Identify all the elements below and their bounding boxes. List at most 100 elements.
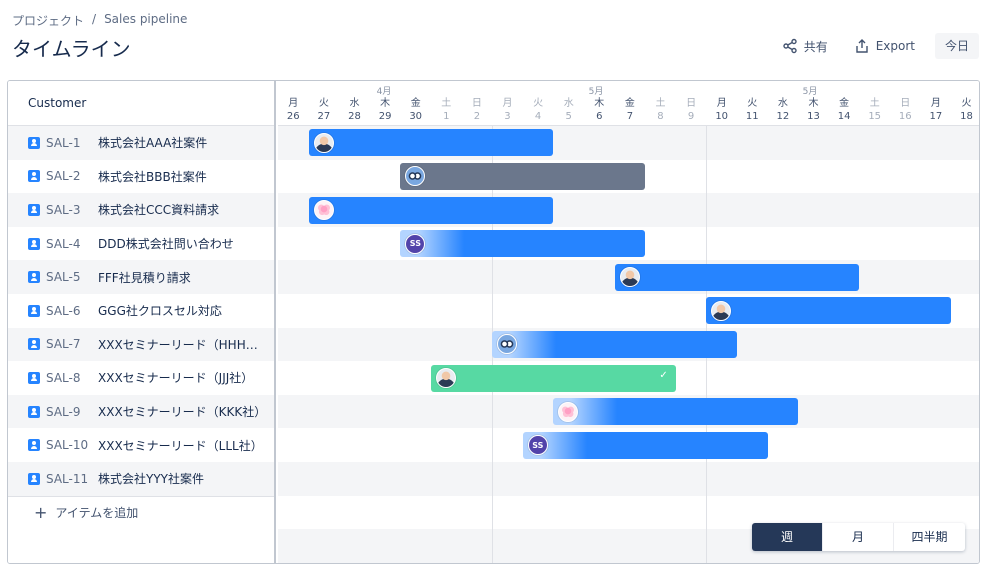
month-label: 5月 — [588, 87, 604, 97]
day-cell: 日 16 — [890, 97, 921, 123]
assignee-avatar[interactable] — [558, 401, 579, 422]
timeline-bar[interactable] — [553, 398, 799, 426]
day-cell: 土 15 — [859, 97, 890, 123]
timeline-bar[interactable]: SS — [400, 230, 646, 258]
issue-row[interactable]: SAL-6 GGG社クロスセル対応 — [8, 294, 274, 328]
assignee-avatar[interactable] — [313, 132, 334, 153]
weekday-label: 木 — [380, 98, 391, 109]
breadcrumb-current[interactable]: Sales pipeline — [104, 12, 188, 26]
day-number: 14 — [837, 111, 851, 122]
issue-row[interactable]: SAL-3 株式会社CCC資料請求 — [8, 193, 274, 227]
issue-key[interactable]: SAL-5 — [46, 270, 81, 285]
check-icon: ✓ — [659, 369, 668, 381]
issue-summary[interactable]: 株式会社YYY社案件 — [98, 472, 204, 487]
issue-summary[interactable]: XXXセミナーリード（LLL社） — [98, 438, 263, 453]
timeline: Customer SAL-1 株式会社AAA社案件 SAL-2 株式会社BBB社案件 S… — [7, 80, 980, 564]
issue-summary[interactable]: XXXセミナーリード（JJJ社） — [98, 371, 254, 386]
assignee-avatar[interactable] — [436, 368, 456, 388]
issue-summary[interactable]: 株式会社AAA社案件 — [98, 136, 208, 151]
breadcrumb-project[interactable]: プロジェクト — [12, 14, 85, 28]
day-number: 5 — [565, 111, 572, 122]
export-label: Export — [875, 39, 915, 53]
issue-summary[interactable]: 株式会社BBB社案件 — [98, 169, 207, 184]
timeline-bar[interactable] — [492, 330, 737, 358]
issue-row[interactable]: SAL-9 XXXセミナーリード（KKK社） — [8, 394, 274, 429]
assignee-avatar[interactable] — [619, 267, 640, 288]
assignee-avatar[interactable] — [405, 166, 426, 187]
weekday-label: 金 — [839, 98, 850, 109]
view-option[interactable]: 月 — [823, 523, 894, 551]
customer-icon — [28, 304, 40, 317]
timeline-bar[interactable]: SS — [522, 431, 768, 459]
weekday-label: 月 — [716, 98, 727, 109]
day-number: 9 — [687, 111, 695, 122]
weekday-label: 日 — [900, 98, 911, 109]
share-button[interactable]: 共有 — [776, 33, 834, 59]
issue-key[interactable]: SAL-7 — [46, 337, 81, 352]
weekday-label: 日 — [471, 98, 482, 109]
issue-summary[interactable]: XXXセミナーリード（KKK社） — [98, 405, 267, 420]
issue-key[interactable]: SAL-3 — [46, 202, 81, 217]
issue-summary[interactable]: FFF社見積り請求 — [98, 270, 191, 285]
issue-key[interactable]: SAL-8 — [46, 370, 81, 385]
timeline-bar[interactable] — [308, 196, 554, 224]
timeline-bar[interactable] — [400, 162, 646, 190]
customer-icon — [28, 472, 40, 485]
day-number: 7 — [626, 111, 634, 122]
issue-key[interactable]: SAL-4 — [46, 236, 81, 251]
assignee-avatar[interactable] — [313, 200, 334, 220]
issue-summary[interactable]: 株式会社CCC資料請求 — [98, 203, 220, 218]
issue-row[interactable]: SAL-2 株式会社BBB社案件 — [8, 160, 274, 194]
view-option[interactable]: 週 — [752, 523, 823, 551]
day-number: 11 — [745, 111, 759, 122]
day-number: 1 — [443, 111, 450, 122]
issue-row[interactable]: SAL-1 株式会社AAA社案件 — [8, 126, 274, 160]
day-cell: 金 30 — [400, 97, 431, 123]
issue-key[interactable]: SAL-10 — [46, 438, 89, 453]
grid-row — [278, 461, 979, 496]
weekday-label: 金 — [624, 98, 635, 109]
today-button[interactable]: 今日 — [934, 33, 979, 59]
day-number: 29 — [378, 111, 392, 122]
date-header: 4月 5月 5月月 26 火 27 水 28 木 29 金 30 土 1 日 2 月 3 火 4 水 5 木 6 金 7 土 8 日 9 月… — [278, 81, 979, 126]
timeline-bar[interactable]: ✓ — [431, 364, 676, 392]
day-number: 10 — [715, 111, 729, 122]
issue-rows: SAL-1 株式会社AAA社案件 SAL-2 株式会社BBB社案件 SAL-3 株式会社C… — [8, 126, 274, 496]
view-option[interactable]: 四半期 — [911, 530, 948, 544]
issue-key[interactable]: SAL-6 — [46, 303, 81, 318]
issue-summary[interactable]: DDD株式会社問い合わせ — [98, 237, 234, 252]
issue-summary[interactable]: XXXセミナーリード（HHH社 ... — [98, 337, 268, 352]
issue-row[interactable]: SAL-7 XXXセミナーリード（HHH社 ... — [8, 327, 274, 362]
timeline-bar[interactable] — [614, 263, 860, 291]
assignee-avatar[interactable]: SS — [405, 233, 426, 254]
weekday-label: 火 — [533, 98, 544, 109]
issue-row[interactable]: SAL-4 DDD株式会社問い合わせ — [8, 227, 274, 261]
export-button[interactable]: Export — [848, 33, 921, 59]
assignee-avatar[interactable] — [497, 334, 518, 355]
assignee-avatar[interactable] — [711, 300, 732, 321]
day-number: 3 — [504, 111, 511, 122]
assignee-avatar[interactable]: SS — [527, 435, 548, 456]
timeline-bar[interactable] — [308, 129, 554, 157]
issue-key[interactable]: SAL-1 — [46, 135, 81, 150]
issue-key[interactable]: SAL-2 — [46, 169, 81, 184]
issue-row[interactable]: SAL-11 株式会社YYY社案件 — [8, 461, 274, 496]
issue-key[interactable]: SAL-9 — [46, 404, 81, 419]
customer-icon — [28, 136, 40, 149]
issue-key[interactable]: SAL-11 — [46, 471, 89, 486]
weekday-label: 月 — [930, 98, 941, 109]
add-item-button[interactable]: + アイテムを追加 — [8, 495, 274, 529]
issue-row[interactable]: SAL-8 XXXセミナーリード（JJJ社） — [8, 361, 274, 395]
timeline-bar[interactable] — [706, 297, 952, 325]
page-title: タイムライン — [12, 37, 131, 61]
weekday-label: 水 — [349, 98, 360, 109]
plus-icon: + — [34, 502, 48, 522]
issue-row[interactable]: SAL-5 FFF社見積り請求 — [8, 260, 274, 294]
issue-row[interactable]: SAL-10 XXXセミナーリード（LLL社） — [8, 428, 274, 462]
customer-icon — [28, 237, 40, 250]
issue-summary[interactable]: GGG社クロスセル対応 — [98, 304, 222, 319]
